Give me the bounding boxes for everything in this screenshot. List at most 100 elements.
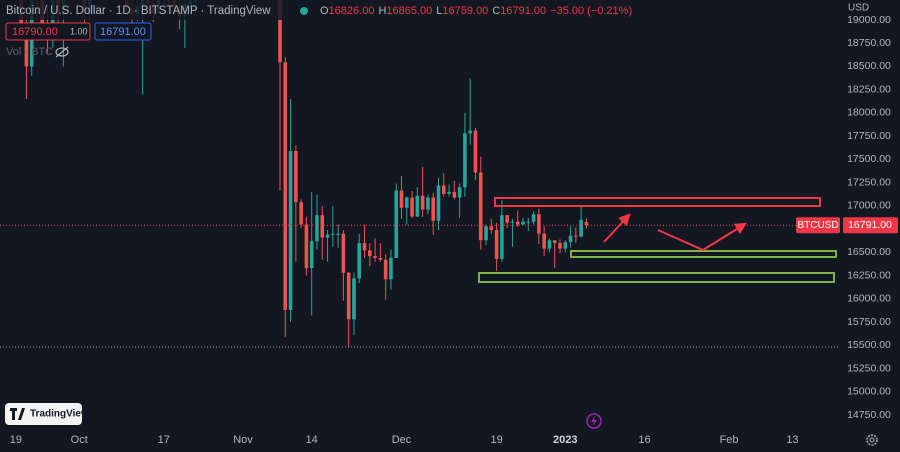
candle-body bbox=[320, 215, 325, 238]
y-tick-label: 15500.00 bbox=[847, 339, 891, 351]
candle-body bbox=[389, 257, 393, 280]
y-tick-label: 16250.00 bbox=[847, 269, 891, 281]
candle-body bbox=[24, 31, 29, 67]
buy-button[interactable] bbox=[94, 22, 152, 41]
legend-bg bbox=[0, 0, 660, 20]
candle-body bbox=[463, 133, 467, 188]
candle-body bbox=[447, 191, 451, 194]
candle-body bbox=[357, 243, 362, 279]
candle-body bbox=[415, 195, 420, 217]
candle-body bbox=[436, 185, 441, 221]
y-tick-label: 17750.00 bbox=[847, 130, 891, 142]
candle-body bbox=[394, 190, 399, 258]
ohlc-value: 16791.00 bbox=[500, 5, 546, 17]
flash-icon[interactable] bbox=[586, 413, 602, 429]
ohlc-value: 16826.00 bbox=[329, 5, 375, 17]
candle-body bbox=[304, 224, 309, 269]
x-tick-label: 17 bbox=[158, 434, 170, 446]
candle-body bbox=[294, 151, 298, 203]
y-tick-label: 18000.00 bbox=[847, 107, 891, 119]
candle-body bbox=[309, 241, 314, 269]
candle-body bbox=[404, 197, 409, 208]
symbol-tag: BTCUSD bbox=[797, 220, 838, 231]
x-tick-label: Oct bbox=[71, 434, 88, 446]
candle-body bbox=[489, 226, 494, 231]
candle-body bbox=[568, 235, 573, 243]
sell-button[interactable] bbox=[5, 22, 91, 41]
sell-price[interactable]: 16790.00 bbox=[12, 26, 58, 38]
candle-body bbox=[410, 197, 414, 217]
candle-body bbox=[552, 240, 557, 244]
buy-price[interactable]: 16791.00 bbox=[100, 26, 146, 38]
candle-body bbox=[346, 272, 351, 320]
support-box bbox=[478, 272, 835, 283]
candle-body bbox=[574, 235, 578, 237]
candle-body bbox=[510, 221, 515, 223]
candle-body bbox=[426, 197, 430, 210]
candle-body bbox=[399, 190, 404, 208]
hide-icon[interactable] bbox=[55, 46, 69, 58]
x-tick-label: 19 bbox=[490, 434, 502, 446]
candle-body bbox=[278, 0, 282, 63]
y-tick-label: 15000.00 bbox=[847, 386, 891, 398]
volume-label: Vol · BTC bbox=[6, 46, 53, 58]
candle-body bbox=[526, 221, 531, 223]
y-tick-label: 18250.00 bbox=[847, 83, 891, 95]
brand-name: TradingView bbox=[30, 409, 89, 420]
ohlc-legend: O16826.00 H16865.00 L16759.00 C16791.00 −35.… bbox=[320, 5, 632, 17]
candle-body bbox=[336, 233, 340, 235]
candle-body bbox=[473, 130, 478, 173]
brand-logo bbox=[5, 403, 82, 425]
y-tick-label: 14750.00 bbox=[847, 409, 891, 421]
ohlc-value: 16865.00 bbox=[386, 5, 432, 17]
candle-body bbox=[341, 233, 346, 273]
ohlc-key: H bbox=[378, 5, 386, 17]
candle-body bbox=[515, 221, 520, 225]
x-tick-label: 16 bbox=[638, 434, 650, 446]
candle-body bbox=[468, 130, 472, 134]
candle-body bbox=[579, 219, 583, 237]
ohlc-key: O bbox=[320, 5, 329, 17]
y-tick-label: 17500.00 bbox=[847, 153, 891, 165]
candle-body bbox=[378, 257, 383, 260]
candle-body bbox=[352, 278, 356, 320]
ohlc-key: C bbox=[492, 5, 500, 17]
x-tick-label: 14 bbox=[306, 434, 318, 446]
candle-body bbox=[478, 172, 483, 241]
change: −35.00 (−0.21%) bbox=[550, 5, 632, 17]
candle-body bbox=[584, 222, 589, 226]
y-tick-label: 19000.00 bbox=[847, 14, 891, 26]
candle-body bbox=[315, 215, 319, 242]
x-tick-label: 2023 bbox=[553, 434, 577, 446]
currency: USD bbox=[848, 3, 869, 14]
y-tick-label: 17000.00 bbox=[847, 200, 891, 212]
candle-body bbox=[521, 221, 525, 225]
x-tick-label: 19 bbox=[10, 434, 22, 446]
candle-body bbox=[362, 243, 367, 251]
price-tag: 16791.00 bbox=[848, 219, 892, 231]
resistance-box bbox=[494, 197, 821, 207]
candle-body bbox=[288, 151, 293, 310]
y-tick-label: 16000.00 bbox=[847, 293, 891, 305]
ohlc-key: L bbox=[436, 5, 442, 17]
candle-body bbox=[420, 195, 425, 210]
symbol-tag-bg bbox=[796, 217, 840, 234]
settings-icon[interactable] bbox=[866, 434, 878, 446]
spread: 1.00 bbox=[70, 26, 88, 36]
candle-body bbox=[373, 256, 377, 258]
candle-body bbox=[494, 230, 499, 259]
y-tick-label: 18750.00 bbox=[847, 37, 891, 49]
y-tick-label: 15750.00 bbox=[847, 316, 891, 328]
x-tick-label: Dec bbox=[392, 434, 412, 446]
arrow bbox=[657, 222, 748, 252]
candle-body bbox=[531, 214, 536, 222]
y-tick-label: 18500.00 bbox=[847, 60, 891, 72]
candle-body bbox=[500, 215, 504, 259]
price-tag-bg bbox=[843, 217, 898, 234]
y-tick-label: 17250.00 bbox=[847, 176, 891, 188]
ohlc-value: 16759.00 bbox=[442, 5, 488, 17]
arrow bbox=[603, 213, 631, 243]
candle-body bbox=[383, 259, 388, 280]
